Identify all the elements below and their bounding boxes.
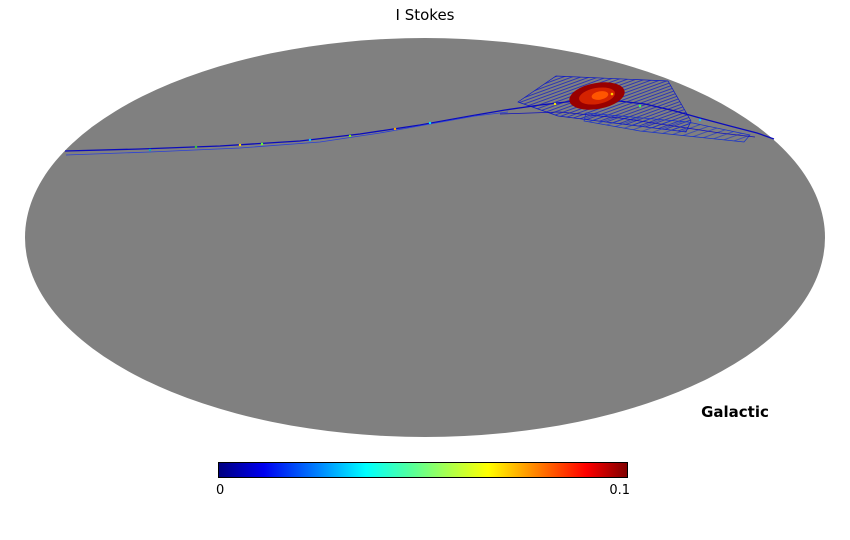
scan-hatch-region [583,112,751,143]
scan-speckle [194,145,198,149]
scan-track-line [499,111,756,138]
scan-speckle [308,138,312,142]
scan-track-line [64,99,775,152]
scan-speckle [553,102,557,106]
scan-speckle [393,127,397,131]
colorbar [218,462,628,478]
colorbar-min-label: 0 [216,483,225,498]
scan-speckle [148,148,152,152]
scan-speckle [348,134,352,138]
scan-speckle [238,143,242,147]
chart-title: I Stokes [395,6,455,24]
scan-track-line [65,111,509,156]
scan-speckle [260,142,264,146]
scan-speckle [428,121,432,125]
bright-source-speckle [610,92,614,96]
scan-speckle [698,118,702,122]
bright-source-blob-core [591,91,609,100]
scan-speckle [638,104,642,108]
colorbar-max-label: 0.1 [609,483,630,498]
colorbar-ticks: 0 0.1 [216,483,630,498]
coordinate-label: Galactic [701,403,769,421]
sky-ellipse [25,38,825,437]
